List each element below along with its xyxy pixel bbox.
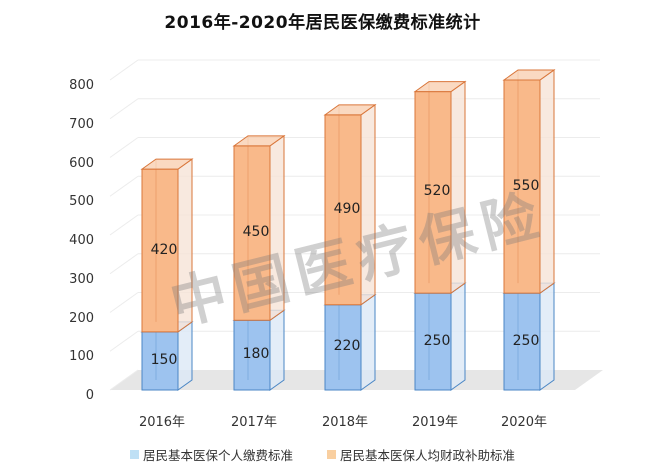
data-label: 250 (423, 332, 451, 349)
data-label: 180 (242, 346, 270, 363)
x-tick-label: 2016年 (138, 415, 186, 430)
y-tick-label: 800 (69, 78, 94, 93)
data-label: 520 (423, 183, 451, 200)
data-label: 220 (333, 338, 361, 355)
y-tick-label: 500 (69, 194, 94, 210)
x-tick-label: 2017年 (230, 415, 278, 430)
legend-item-personal[interactable]: 居民基本医保个人缴费标准 (129, 445, 293, 464)
x-tick-label: 2018年 (321, 415, 369, 430)
y-tick-label: 600 (69, 155, 94, 171)
y-tick-label: 100 (69, 349, 94, 365)
legend-swatch-blue (129, 450, 139, 459)
legend-swatch-orange (327, 450, 336, 459)
y-tick-label: 300 (69, 271, 94, 287)
chart-title: 2016年-2020年居民医保缴费标准统计 (164, 13, 481, 33)
legend-item-subsidy[interactable]: 居民基本医保人均财政补助标准 (327, 445, 515, 464)
x-tick-label: 2019年 (411, 415, 459, 430)
y-tick-label: 700 (69, 116, 94, 132)
y-tick-label: 0 (85, 388, 94, 403)
legend: 居民基本医保个人缴费标准 居民基本医保人均财政补助标准 (0, 445, 645, 464)
data-label: 490 (333, 200, 361, 217)
y-tick-label: 400 (69, 233, 94, 248)
data-label: 550 (512, 177, 540, 194)
data-label: 250 (512, 332, 540, 349)
legend-label: 居民基本医保个人缴费标准 (142, 448, 293, 463)
data-label: 150 (150, 351, 178, 368)
data-label: 450 (242, 224, 270, 241)
x-tick-label: 2020年 (500, 415, 548, 430)
legend-label: 居民基本医保人均财政补助标准 (340, 448, 516, 463)
y-tick-label: 200 (69, 310, 94, 326)
data-label: 420 (150, 241, 178, 258)
